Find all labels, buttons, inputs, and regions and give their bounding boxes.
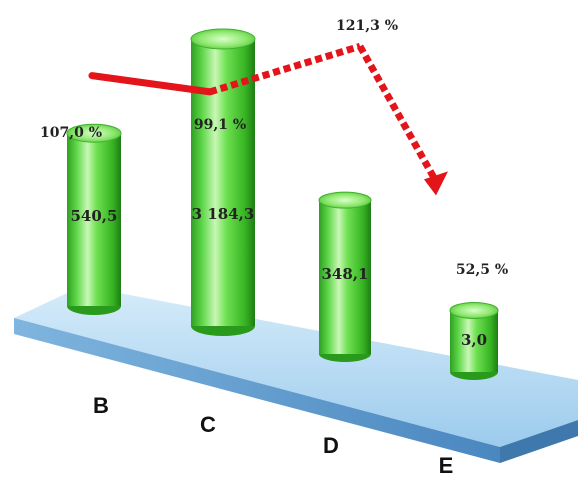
- percentage-label-e: 52,5 %: [456, 262, 508, 278]
- value-label-c: 3 184,3: [192, 205, 255, 223]
- category-label-d: D: [323, 433, 339, 458]
- bar-d: 348,1: [318, 191, 372, 362]
- bars: 540,5 3 184,3 348,1 3,0: [66, 28, 499, 380]
- category-labels: B C D E: [93, 393, 453, 478]
- percentage-label-c: 99,1 %: [194, 117, 246, 133]
- bar-e-top: [449, 301, 499, 319]
- platform-front: [14, 318, 500, 463]
- bar-e-body: [450, 310, 498, 372]
- bar-b-top: [66, 123, 122, 143]
- percentage-segment-c-d: [208, 42, 362, 96]
- platform: [14, 286, 578, 463]
- bar-b: 540,5: [66, 123, 122, 315]
- bar-c: 3 184,3: [190, 28, 256, 336]
- category-label-c: C: [200, 412, 216, 437]
- category-label-e: E: [439, 453, 454, 478]
- arrow-head-icon: [424, 171, 448, 196]
- bar-c-top: [190, 28, 256, 50]
- platform-side: [500, 420, 578, 463]
- percentage-line: 107,0 % 99,1 % 121,3 % 52,5 %: [40, 18, 508, 278]
- bar-d-top: [318, 191, 372, 209]
- percentage-segment-d-e: [356, 44, 440, 184]
- percentage-label-b: 107,0 %: [40, 125, 102, 141]
- value-label-e: 3,0: [461, 331, 487, 349]
- category-label-b: B: [93, 393, 109, 418]
- bar-d-body: [319, 200, 371, 354]
- percentage-label-d: 121,3 %: [336, 18, 398, 34]
- value-label-b: 540,5: [71, 207, 118, 225]
- bar-e: 3,0: [449, 301, 499, 380]
- value-label-d: 348,1: [322, 265, 369, 283]
- bar-b-body: [67, 133, 121, 306]
- percentage-segment-b-c: [88, 72, 214, 96]
- platform-top: [14, 286, 578, 447]
